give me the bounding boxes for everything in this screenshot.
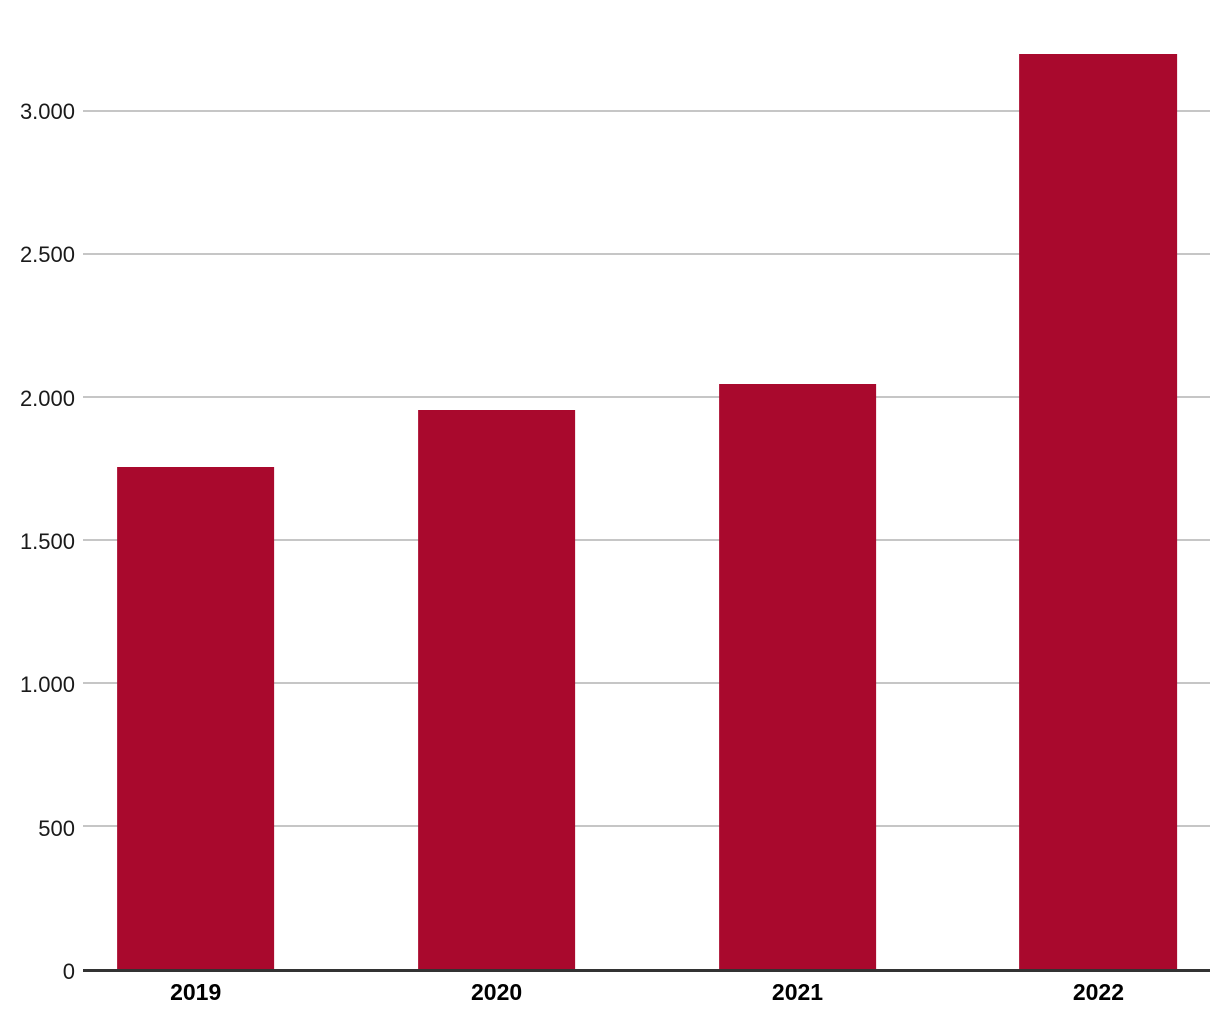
y-axis: 0 500 1.000 1.500 2.000 2.500 3.000 bbox=[0, 0, 75, 982]
gridline bbox=[83, 110, 1210, 113]
y-tick-label: 500 bbox=[38, 815, 75, 841]
gridline bbox=[83, 539, 1210, 542]
bar-2021 bbox=[718, 384, 877, 969]
y-tick-label: 2.500 bbox=[19, 242, 75, 268]
plot-area bbox=[83, 0, 1210, 972]
y-tick-label: 0 bbox=[62, 959, 75, 984]
gridline bbox=[83, 825, 1210, 828]
gridline bbox=[83, 253, 1210, 256]
y-tick-label: 3.000 bbox=[19, 98, 75, 124]
y-tick-label: 1.000 bbox=[19, 672, 75, 698]
bar-2020 bbox=[417, 410, 576, 969]
x-tick-label: 2021 bbox=[771, 979, 824, 1005]
x-tick-label: 2020 bbox=[471, 979, 523, 1005]
gridline bbox=[83, 396, 1210, 399]
x-tick-label: 2022 bbox=[1072, 979, 1125, 1005]
x-axis: 2019 2020 2021 2022 bbox=[83, 972, 1210, 1020]
y-tick-label: 2.000 bbox=[19, 385, 75, 411]
gridline bbox=[83, 682, 1210, 685]
y-tick-label: 1.500 bbox=[19, 528, 75, 554]
bar-2022 bbox=[1019, 54, 1178, 969]
x-tick-label: 2019 bbox=[170, 979, 222, 1005]
bar-2019 bbox=[116, 467, 275, 969]
